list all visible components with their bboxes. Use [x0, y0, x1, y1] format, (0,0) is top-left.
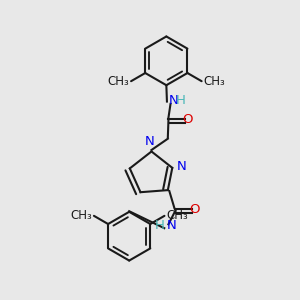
Text: CH₃: CH₃	[166, 209, 188, 222]
Text: H: H	[175, 94, 185, 107]
Text: CH₃: CH₃	[108, 75, 130, 88]
Text: N: N	[167, 219, 177, 232]
Text: N: N	[168, 94, 178, 107]
Text: O: O	[182, 113, 193, 126]
Text: N: N	[145, 135, 155, 148]
Text: CH₃: CH₃	[203, 75, 225, 88]
Text: N: N	[177, 160, 187, 173]
Text: H: H	[155, 219, 165, 232]
Text: CH₃: CH₃	[71, 209, 92, 222]
Text: O: O	[189, 203, 200, 216]
